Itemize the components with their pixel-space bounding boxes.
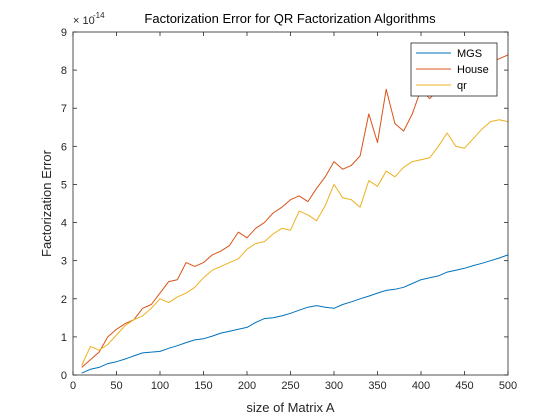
x-tick-label: 400 [412,380,430,392]
x-tick-label: 350 [368,380,386,392]
y-tick-label: 8 [61,65,67,77]
x-tick-label: 450 [455,380,473,392]
chart-title: Factorization Error for QR Factorization… [144,11,436,26]
x-tick-label: 100 [151,380,169,392]
x-tick-label: 0 [70,380,76,392]
legend-label-mgs: MGS [457,48,482,60]
legend-label-house: House [457,64,489,76]
x-tick-label: 150 [194,380,212,392]
y-exponent-base: × 10 [73,15,95,27]
legend: MGS House qr [411,43,497,96]
x-axis-label: size of Matrix A [246,400,334,415]
x-tick-label: 300 [325,380,343,392]
legend-label-qr: qr [457,80,467,92]
y-tick-label: 0 [61,370,67,382]
x-tick-label: 50 [110,380,122,392]
y-tick-label: 4 [61,218,67,230]
y-tick-label: 6 [61,141,67,153]
y-tick-label: 1 [61,332,67,344]
y-tick-label: 7 [61,103,67,115]
y-tick-label: 2 [61,294,67,306]
y-axis-label: Factorization Error [39,149,54,257]
x-tick-label: 500 [499,380,517,392]
y-tick-label: 3 [61,256,67,268]
x-tick-label: 250 [281,380,299,392]
y-tick-label: 5 [61,179,67,191]
x-tick-label: 200 [238,380,256,392]
y-tick-label: 9 [61,27,67,39]
y-exponent-power: -14 [93,11,105,20]
